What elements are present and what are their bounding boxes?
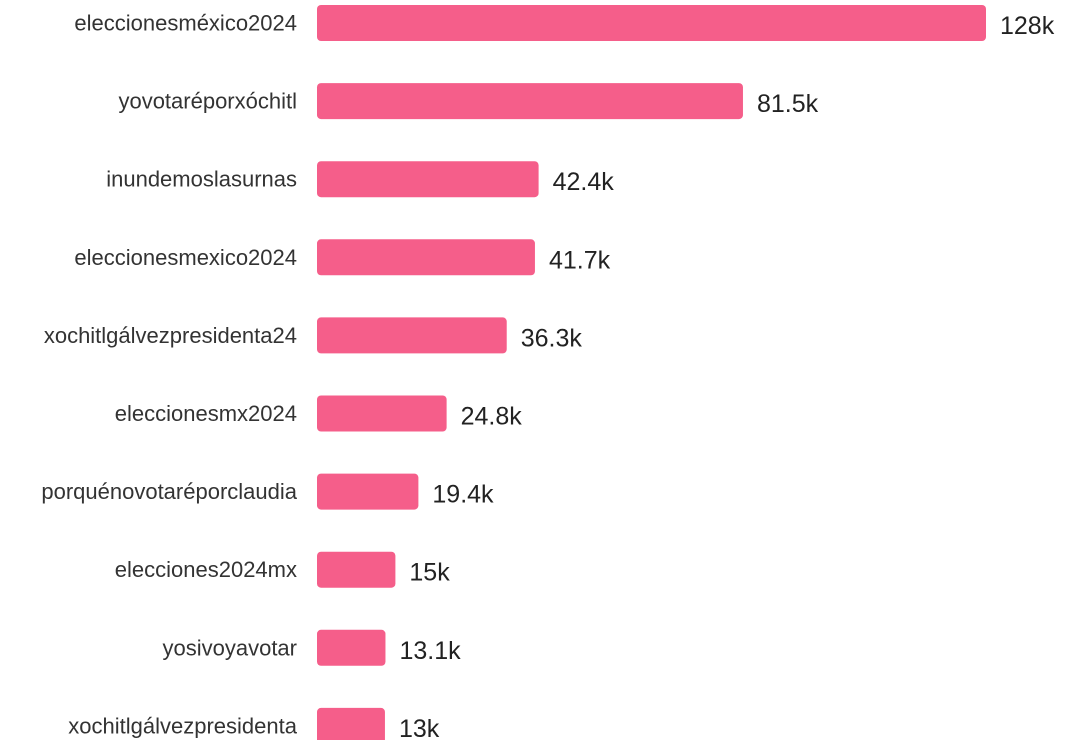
category-label: yovotaréporxóchitl xyxy=(118,89,297,114)
bar[interactable] xyxy=(317,395,447,432)
bar[interactable] xyxy=(317,317,507,354)
value-label: 81.5k xyxy=(757,90,819,118)
bar[interactable] xyxy=(317,707,385,740)
value-label: 42.4k xyxy=(553,168,615,196)
value-label: 13.1k xyxy=(399,637,461,665)
category-label: yosivoyavotar xyxy=(162,635,297,660)
bar[interactable] xyxy=(317,629,386,666)
bar[interactable] xyxy=(317,551,396,588)
value-label: 13k xyxy=(399,715,440,740)
bars xyxy=(317,5,986,740)
bar[interactable] xyxy=(317,5,986,41)
bar[interactable] xyxy=(317,473,419,510)
value-label: 41.7k xyxy=(549,246,611,274)
bar[interactable] xyxy=(317,83,743,120)
value-labels: 128k 81.5k 42.4k 41.7k 36.3k 24.8k 19.4k 15k 13.… xyxy=(399,12,1055,740)
value-label: 128k xyxy=(1000,12,1055,40)
value-label: 24.8k xyxy=(461,403,523,431)
bar[interactable] xyxy=(317,161,539,198)
category-label: inundemoslasurnas xyxy=(106,167,297,192)
value-label: 36.3k xyxy=(521,324,583,352)
category-label: eleccionesmx2024 xyxy=(115,401,297,426)
category-label: xochitlgálvezpresidenta xyxy=(68,713,297,738)
value-label: 15k xyxy=(409,559,450,587)
value-label: 19.4k xyxy=(432,481,494,509)
category-label: xochitlgálvezpresidenta24 xyxy=(44,323,297,348)
category-labels: eleccionesméxico2024 yovotaréporxóchitl in… xyxy=(41,11,297,739)
category-label: elecciones2024mx xyxy=(115,557,297,582)
category-label: eleccionesméxico2024 xyxy=(74,11,297,36)
category-label: porquénovotaréporclaudia xyxy=(41,479,297,504)
category-label: eleccionesmexico2024 xyxy=(74,245,297,270)
bar[interactable] xyxy=(317,239,535,276)
